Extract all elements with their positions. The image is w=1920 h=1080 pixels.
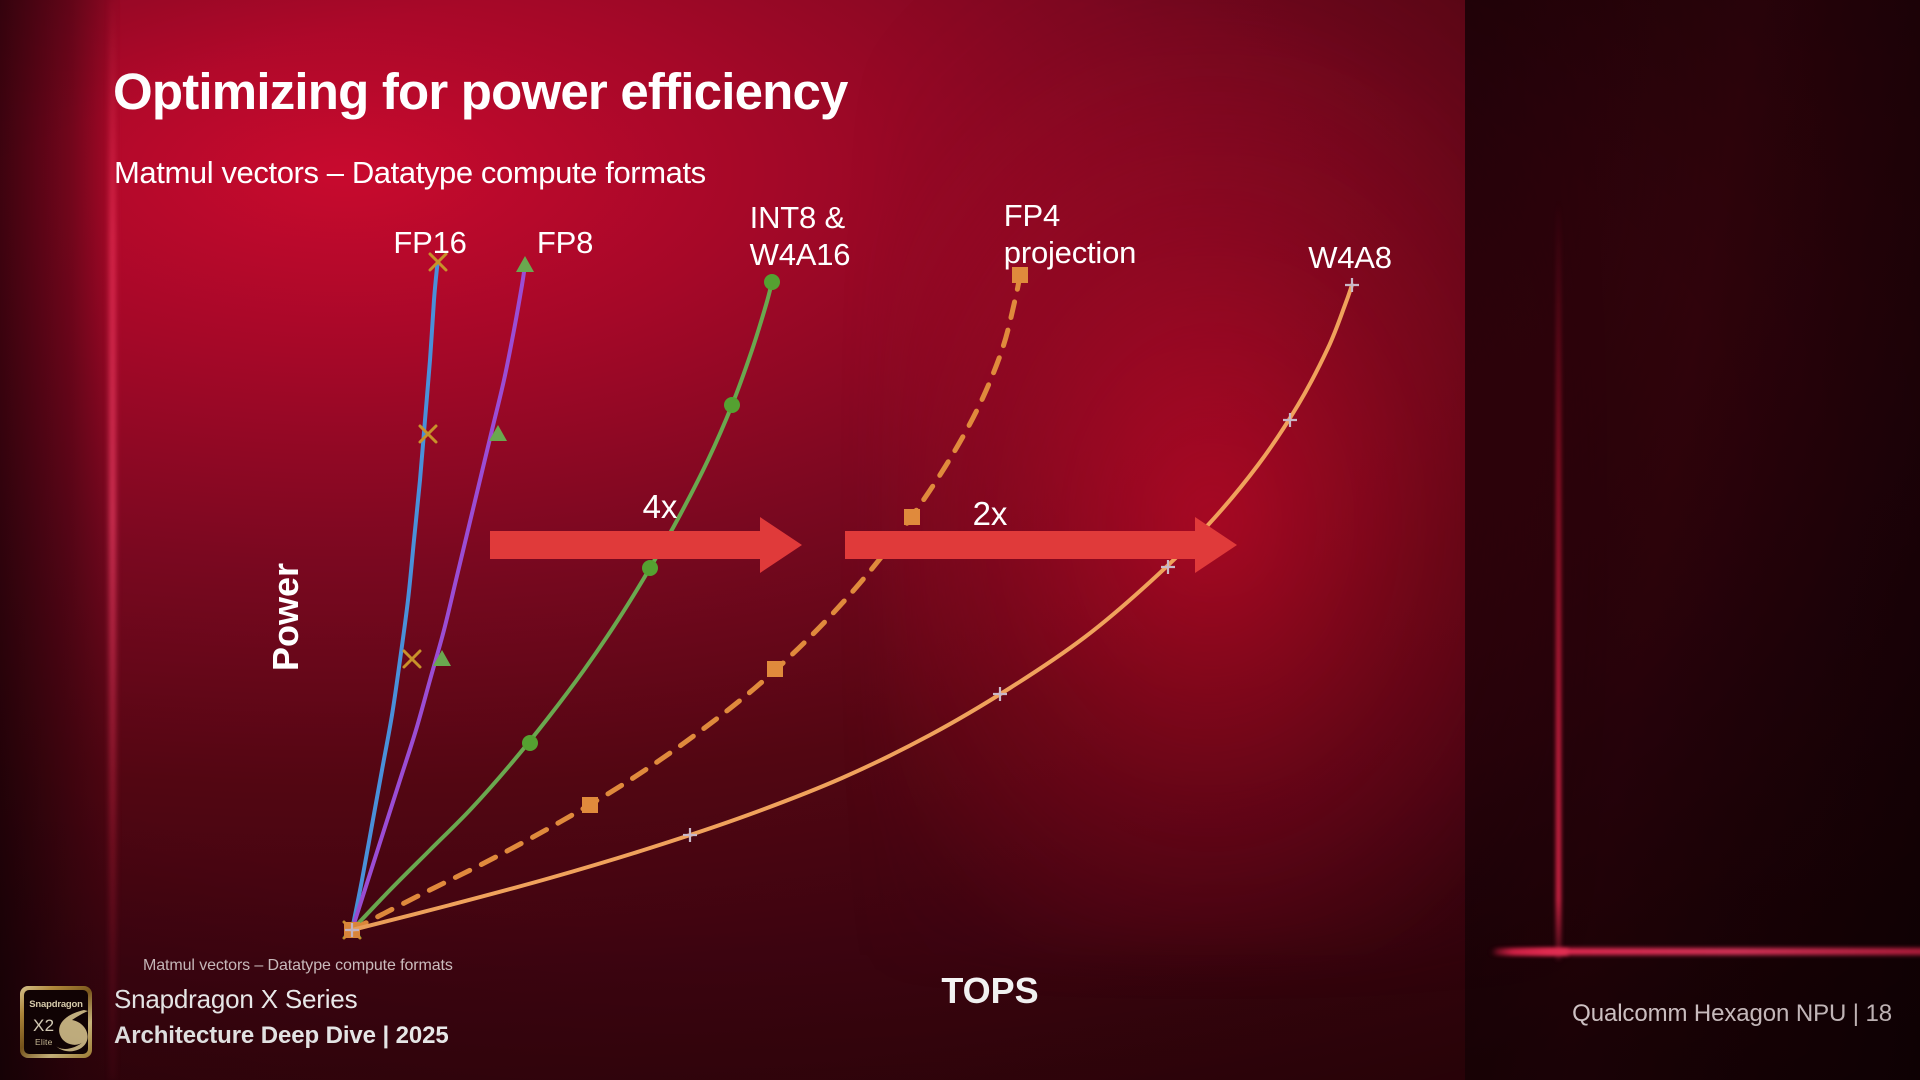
x-axis-label: TOPS	[941, 970, 1039, 1011]
snapdragon-logo: Snapdragon X2 Elite	[20, 986, 92, 1058]
footer-brand-line2: Architecture Deep Dive | 2025	[114, 1022, 449, 1049]
footer-note: Matmul vectors – Datatype compute format…	[143, 957, 453, 974]
series-label-int8---w4a16: INT8 & W4A16	[749, 200, 851, 272]
footer-brand-line1: Snapdragon X Series	[114, 984, 358, 1014]
2x-arrow-label: 2x	[972, 495, 1008, 532]
series-label-w4a8: W4A8	[1308, 240, 1392, 275]
y-axis-label: Power	[265, 562, 306, 672]
footer-right-text: Qualcomm Hexagon NPU | 18	[1572, 1000, 1892, 1027]
series-label-fp16: FP16	[393, 225, 467, 260]
4x-arrow-label: 4x	[642, 488, 678, 525]
snapdragon-logo-inner: Snapdragon X2 Elite	[24, 990, 88, 1054]
series-label-fp4-projection: FP4 projection	[1003, 198, 1137, 270]
snapdragon-swirl-icon	[56, 1010, 88, 1052]
series-label-fp8: FP8	[536, 225, 594, 260]
